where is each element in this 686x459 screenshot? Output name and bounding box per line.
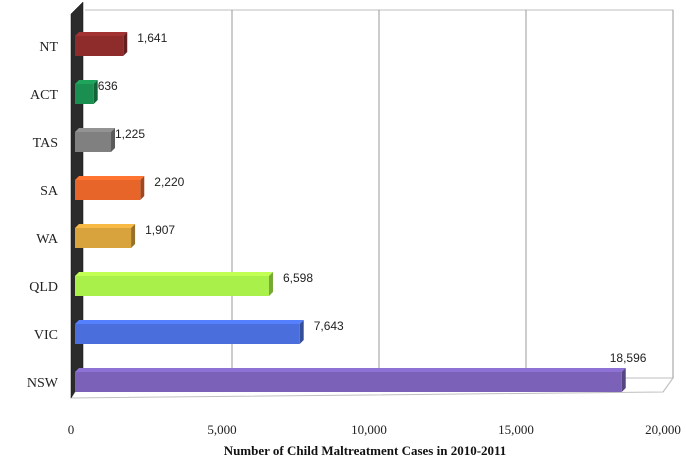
bar-side	[131, 224, 136, 248]
category-labels: NT ACT TAS SA WA QLD VIC NSW	[27, 40, 59, 391]
bar-top	[75, 80, 98, 84]
bar-front	[75, 180, 141, 200]
bar-side	[621, 368, 626, 392]
category-label-act: ACT	[30, 88, 58, 103]
bar-nt	[75, 32, 128, 56]
bar-front	[75, 228, 132, 248]
bar-sa	[75, 176, 145, 200]
bar-qld	[75, 272, 273, 296]
bar-top	[75, 224, 136, 228]
x-tick-labels: 0 5,000 10,000 15,000 20,000	[68, 422, 681, 437]
bar-front	[75, 276, 269, 296]
bar-top	[75, 176, 145, 180]
data-label-qld: 6,598	[283, 271, 313, 285]
bar-front	[75, 324, 300, 344]
data-label-act: 636	[98, 79, 118, 93]
bar-side	[140, 176, 145, 200]
bar-top	[75, 272, 273, 276]
bar-top	[75, 320, 304, 324]
gridline-floor	[662, 377, 674, 393]
bar-front	[75, 372, 622, 392]
bar-side	[299, 320, 304, 344]
bar-side	[268, 272, 273, 296]
bar-nsw	[75, 368, 626, 392]
bar-tas	[75, 128, 116, 152]
bar-side	[93, 80, 98, 104]
category-label-vic: VIC	[34, 328, 58, 343]
data-label-tas: 1,225	[115, 127, 145, 141]
bars: 1,641 636 1,225 2,220 1,907 6,598 7,643 18,596	[75, 31, 647, 392]
bar-vic	[75, 320, 304, 344]
data-label-sa: 2,220	[154, 175, 184, 189]
x-tick-label: 0	[68, 422, 75, 437]
bar-front	[75, 84, 94, 104]
bar-front	[75, 36, 124, 56]
x-tick-label: 15,000	[498, 422, 534, 437]
data-label-wa: 1,907	[145, 223, 175, 237]
category-label-nt: NT	[39, 40, 58, 55]
bar-front	[75, 132, 112, 152]
category-label-qld: QLD	[29, 280, 58, 295]
bar-act	[75, 80, 98, 104]
category-label-wa: WA	[36, 232, 59, 247]
bar-side	[123, 32, 128, 56]
gridlines	[221, 10, 674, 393]
bar-top	[75, 32, 128, 36]
x-tick-label: 20,000	[645, 422, 681, 437]
x-tick-label: 5,000	[207, 422, 236, 437]
category-label-tas: TAS	[33, 136, 58, 151]
x-tick-label: 10,000	[351, 422, 387, 437]
bar-wa	[75, 224, 136, 248]
x-axis-title: Number of Child Maltreatment Cases in 20…	[224, 443, 507, 458]
bar-top	[75, 368, 626, 372]
bar-top	[75, 128, 116, 132]
category-label-nsw: NSW	[27, 376, 59, 391]
data-label-nt: 1,641	[137, 31, 167, 45]
data-label-vic: 7,643	[314, 319, 344, 333]
category-label-sa: SA	[40, 184, 59, 199]
data-label-nsw: 18,596	[610, 351, 647, 365]
bar-side	[111, 128, 116, 152]
